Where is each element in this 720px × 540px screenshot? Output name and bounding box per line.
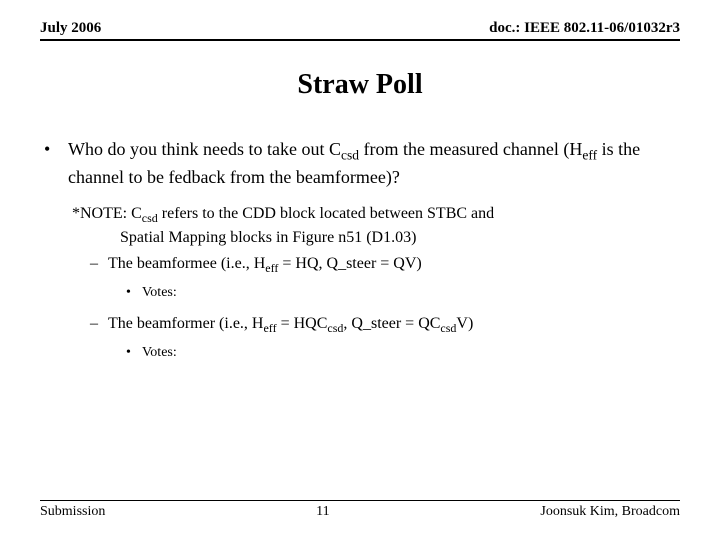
page-title: Straw Poll	[40, 69, 680, 101]
footer-author: Joonsuk Kim, Broadcom	[540, 504, 680, 520]
votes-label: Votes:	[142, 283, 177, 303]
main-question: • Who do you think needs to take out Ccs…	[40, 137, 680, 189]
option-beamformee-text: The beamformee (i.e., Heff = HQ, Q_steer…	[108, 253, 422, 277]
footer-left: Submission	[40, 504, 105, 520]
option-beamformer-text: The beamformer (i.e., Heff = HQCcsd, Q_s…	[108, 313, 473, 337]
header-doc-id: doc.: IEEE 802.11-06/01032r3	[489, 20, 680, 37]
content: • Who do you think needs to take out Ccs…	[40, 137, 680, 363]
main-question-text: Who do you think needs to take out Ccsd …	[68, 137, 680, 189]
votes-1: • Votes:	[126, 283, 680, 303]
votes-2: • Votes:	[126, 343, 680, 363]
note-line-2: Spatial Mapping blocks in Figure n51 (D1…	[72, 227, 680, 249]
option-beamformee: – The beamformee (i.e., Heff = HQ, Q_ste…	[90, 253, 680, 277]
header: July 2006 doc.: IEEE 802.11-06/01032r3	[40, 20, 680, 41]
footer: Submission 11 Joonsuk Kim, Broadcom	[40, 500, 680, 520]
option-beamformer: – The beamformer (i.e., Heff = HQCcsd, Q…	[90, 313, 680, 337]
note-block: *NOTE: Ccsd refers to the CDD block loca…	[72, 203, 680, 363]
header-date: July 2006	[40, 20, 101, 37]
votes-label: Votes:	[142, 343, 177, 363]
bullet-mark: •	[40, 137, 68, 189]
footer-page-number: 11	[316, 504, 329, 520]
note-line-1: *NOTE: Ccsd refers to the CDD block loca…	[72, 203, 680, 227]
